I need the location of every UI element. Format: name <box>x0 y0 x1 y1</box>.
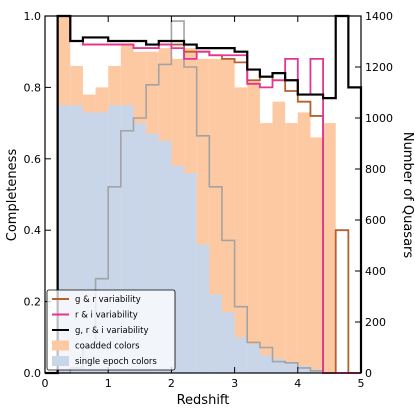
coadded-colors-bar <box>259 123 273 373</box>
legend-patch-swatch <box>52 356 69 366</box>
y-tick-label-right: 1000 <box>365 112 393 125</box>
legend-label: g & r variability <box>75 295 141 305</box>
number-of-quasars-line <box>45 20 361 374</box>
legend-label: r & i variability <box>75 311 138 321</box>
legend: g & r variability r & i variability g, r &… <box>46 289 176 371</box>
y-tick-label-right: 200 <box>365 316 386 329</box>
legend-label: g, r & i variability <box>75 326 149 336</box>
legend-label: single epoch colors <box>75 357 157 367</box>
x-tick-label: 3 <box>231 377 238 390</box>
coadded-colors-bar <box>285 123 298 373</box>
y-tick-label-right: 1400 <box>365 10 393 23</box>
single-epoch-colors-bar <box>285 362 298 373</box>
y-tick-label-left: 0.8 <box>24 81 42 94</box>
coadded-colors-bar <box>297 112 311 373</box>
single-epoch-colors-bar <box>259 355 273 373</box>
legend-patch-swatch <box>52 340 69 351</box>
coadded-colors-bar <box>272 101 286 374</box>
x-tick-label: 1 <box>105 377 112 390</box>
coadded-colors-bar <box>247 80 260 373</box>
y-tick-label-left: 0.2 <box>24 296 42 309</box>
y-axis-label-right: Number of Quasars <box>400 132 415 259</box>
y-tick-label-left: 0.6 <box>24 153 42 166</box>
single-epoch-colors-bar <box>234 337 248 373</box>
x-tick-label: 4 <box>294 377 301 390</box>
y-tick-label-right: 0 <box>365 367 372 380</box>
plot-frame <box>44 15 362 374</box>
y-tick-label-left: 0.0 <box>24 367 42 380</box>
single-epoch-colors-bar <box>247 344 260 373</box>
axis-ticks: 0 1 2 3 4 5 0.0 0.2 0.4 0.6 0.8 1.0 0 200 400 600 800 100… <box>24 10 394 390</box>
legend-label: coadded colors <box>75 342 140 352</box>
y-tick-label-left: 1.0 <box>24 10 42 23</box>
single-epoch-colors-bar <box>196 244 210 373</box>
y-axis-label-left: Completeness <box>5 149 20 242</box>
single-epoch-colors-bar <box>209 294 222 373</box>
g-r-i-variability-line <box>45 14 363 375</box>
x-tick-label: 0 <box>42 377 49 390</box>
coadded-colors-bar <box>310 137 324 373</box>
y-tick-label-right: 800 <box>365 163 386 176</box>
y-tick-label-right: 600 <box>365 214 386 227</box>
coadded-colors-bar <box>234 87 248 374</box>
x-axis-label: Redshift <box>177 393 230 408</box>
y-tick-label-right: 400 <box>365 265 386 278</box>
y-tick-label-left: 0.4 <box>24 224 42 237</box>
y-tick-label-right: 1200 <box>365 61 393 74</box>
single-epoch-colors-bar <box>184 173 197 373</box>
coadded-colors-bar <box>323 123 336 373</box>
coadded-colors-bar <box>221 58 235 374</box>
single-epoch-colors-bar <box>297 365 311 373</box>
single-epoch-colors-bar <box>221 312 235 373</box>
step-lines <box>45 14 363 375</box>
x-tick-label: 2 <box>168 377 175 390</box>
x-tick-label: 5 <box>358 377 365 390</box>
legend-box <box>46 289 176 371</box>
